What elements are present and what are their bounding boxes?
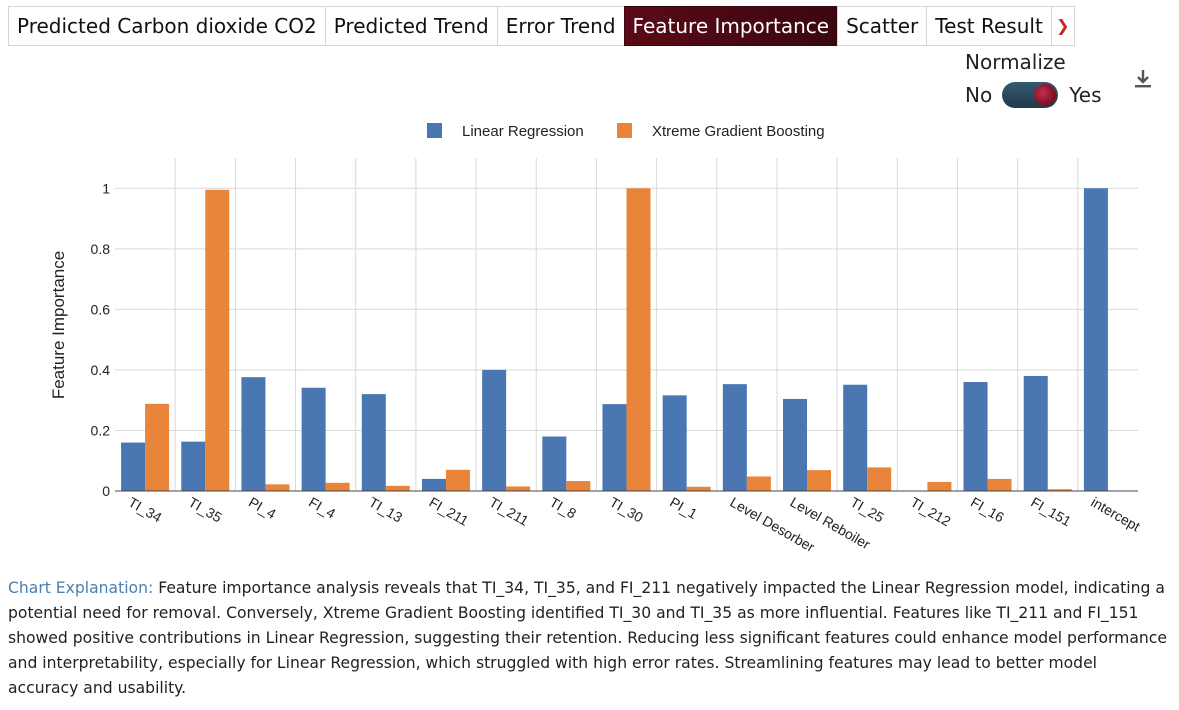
bar-xtreme-gradient-boosting[interactable] xyxy=(686,486,711,491)
bar-linear-regression[interactable] xyxy=(361,394,386,491)
bar-xtreme-gradient-boosting[interactable] xyxy=(1047,489,1072,491)
x-tick-label: PI_4 xyxy=(246,494,279,522)
x-tick-label: TI_25 xyxy=(848,494,887,526)
bar-linear-regression[interactable] xyxy=(181,441,206,491)
legend-swatch-linear-regression xyxy=(427,123,442,138)
grid-lines xyxy=(115,158,1138,491)
y-tick-label: 0.6 xyxy=(91,301,111,317)
tab-predicted-co2[interactable]: Predicted Carbon dioxide CO2 xyxy=(8,6,326,46)
x-tick-label: FI_16 xyxy=(968,494,1007,526)
bar-linear-regression[interactable] xyxy=(542,436,567,491)
tab-test-result[interactable]: Test Result xyxy=(926,6,1052,46)
normalize-toggle-row: No Yes xyxy=(965,82,1102,108)
chart-legend: Linear Regression Xtreme Gradient Boosti… xyxy=(427,123,825,140)
x-tick-label: PI_1 xyxy=(667,494,700,522)
y-tick-label: 0.4 xyxy=(91,362,111,378)
y-tick-label: 0 xyxy=(102,483,110,499)
x-axis-ticks: TI_34 TI_35 PI_4 FI_4 TI_13 FI_211 TI_211 TI_8 T… xyxy=(126,494,1143,555)
tab-predicted-trend[interactable]: Predicted Trend xyxy=(324,6,498,46)
download-icon[interactable] xyxy=(1132,68,1154,90)
bar-xtreme-gradient-boosting[interactable] xyxy=(987,478,1012,491)
chart-explanation: Chart Explanation: Feature importance an… xyxy=(8,576,1168,701)
legend-label-xtreme-gradient-boosting: Xtreme Gradient Boosting xyxy=(652,123,825,140)
x-tick-label: TI_212 xyxy=(908,494,954,530)
y-axis-label: Feature Importance xyxy=(49,251,68,399)
y-tick-label: 0.8 xyxy=(91,241,111,257)
bar-linear-regression[interactable] xyxy=(121,442,146,491)
tab-bar: Predicted Carbon dioxide CO2 Predicted T… xyxy=(8,6,1075,46)
bar-linear-regression[interactable] xyxy=(1083,188,1108,491)
x-tick-label: FI_211 xyxy=(426,494,471,529)
bar-linear-regression[interactable] xyxy=(301,387,326,491)
legend-label-linear-regression: Linear Regression xyxy=(462,123,584,140)
bar-xtreme-gradient-boosting[interactable] xyxy=(205,189,230,491)
bar-xtreme-gradient-boosting[interactable] xyxy=(566,481,591,491)
x-tick-label: TI_34 xyxy=(126,494,165,526)
bar-linear-regression[interactable] xyxy=(241,377,266,491)
normalize-label: Normalize xyxy=(965,50,1066,74)
bar-linear-regression[interactable] xyxy=(722,384,747,491)
bar-xtreme-gradient-boosting[interactable] xyxy=(867,467,892,491)
legend-swatch-xtreme-gradient-boosting xyxy=(617,123,632,138)
toggle-knob xyxy=(1034,84,1057,106)
bar-linear-regression[interactable] xyxy=(1023,375,1048,491)
chart-explanation-text: Feature importance analysis reveals that… xyxy=(8,579,1167,697)
bar-linear-regression[interactable] xyxy=(662,395,687,491)
feature-importance-chart: Linear Regression Xtreme Gradient Boosti… xyxy=(49,123,1143,555)
x-tick-label: FI_4 xyxy=(306,494,338,522)
x-tick-label: intercept xyxy=(1088,494,1143,535)
bar-xtreme-gradient-boosting[interactable] xyxy=(445,469,470,491)
tab-feature-importance[interactable]: Feature Importance xyxy=(623,6,839,46)
bar-xtreme-gradient-boosting[interactable] xyxy=(506,486,531,491)
bar-xtreme-gradient-boosting[interactable] xyxy=(927,481,952,491)
bar-linear-regression[interactable] xyxy=(843,384,868,491)
normalize-toggle[interactable] xyxy=(1002,82,1059,108)
bar-linear-regression[interactable] xyxy=(963,382,988,491)
tab-error-trend[interactable]: Error Trend xyxy=(496,6,625,46)
bar-linear-regression[interactable] xyxy=(482,369,507,491)
bar-xtreme-gradient-boosting[interactable] xyxy=(265,484,290,491)
x-tick-label: TI_35 xyxy=(186,494,225,526)
chevron-right-icon[interactable]: ❯ xyxy=(1050,6,1075,46)
bar-xtreme-gradient-boosting[interactable] xyxy=(145,403,170,491)
bar-xtreme-gradient-boosting[interactable] xyxy=(626,188,651,491)
y-tick-label: 1 xyxy=(102,180,110,196)
normalize-off-label: No xyxy=(965,83,993,107)
bar-xtreme-gradient-boosting[interactable] xyxy=(746,476,771,491)
x-tick-label: TI_8 xyxy=(547,494,579,522)
y-axis-ticks: 0 0.2 0.4 0.6 0.8 1 xyxy=(91,180,111,499)
bar-linear-regression[interactable] xyxy=(421,478,446,491)
y-tick-label: 0.2 xyxy=(91,422,111,438)
x-tick-label: TI_211 xyxy=(487,494,532,529)
x-tick-label: FI_151 xyxy=(1028,494,1074,530)
tab-scatter[interactable]: Scatter xyxy=(837,6,928,46)
bars xyxy=(121,188,1108,491)
normalize-on-label: Yes xyxy=(1069,83,1102,107)
x-tick-label: TI_13 xyxy=(366,494,405,526)
chart-explanation-label: Chart Explanation: xyxy=(8,579,154,597)
bar-xtreme-gradient-boosting[interactable] xyxy=(385,485,410,491)
bar-linear-regression[interactable] xyxy=(602,404,627,491)
bar-xtreme-gradient-boosting[interactable] xyxy=(807,470,832,491)
x-tick-label: TI_30 xyxy=(607,494,646,526)
bar-xtreme-gradient-boosting[interactable] xyxy=(325,482,350,491)
bar-linear-regression[interactable] xyxy=(783,398,808,491)
